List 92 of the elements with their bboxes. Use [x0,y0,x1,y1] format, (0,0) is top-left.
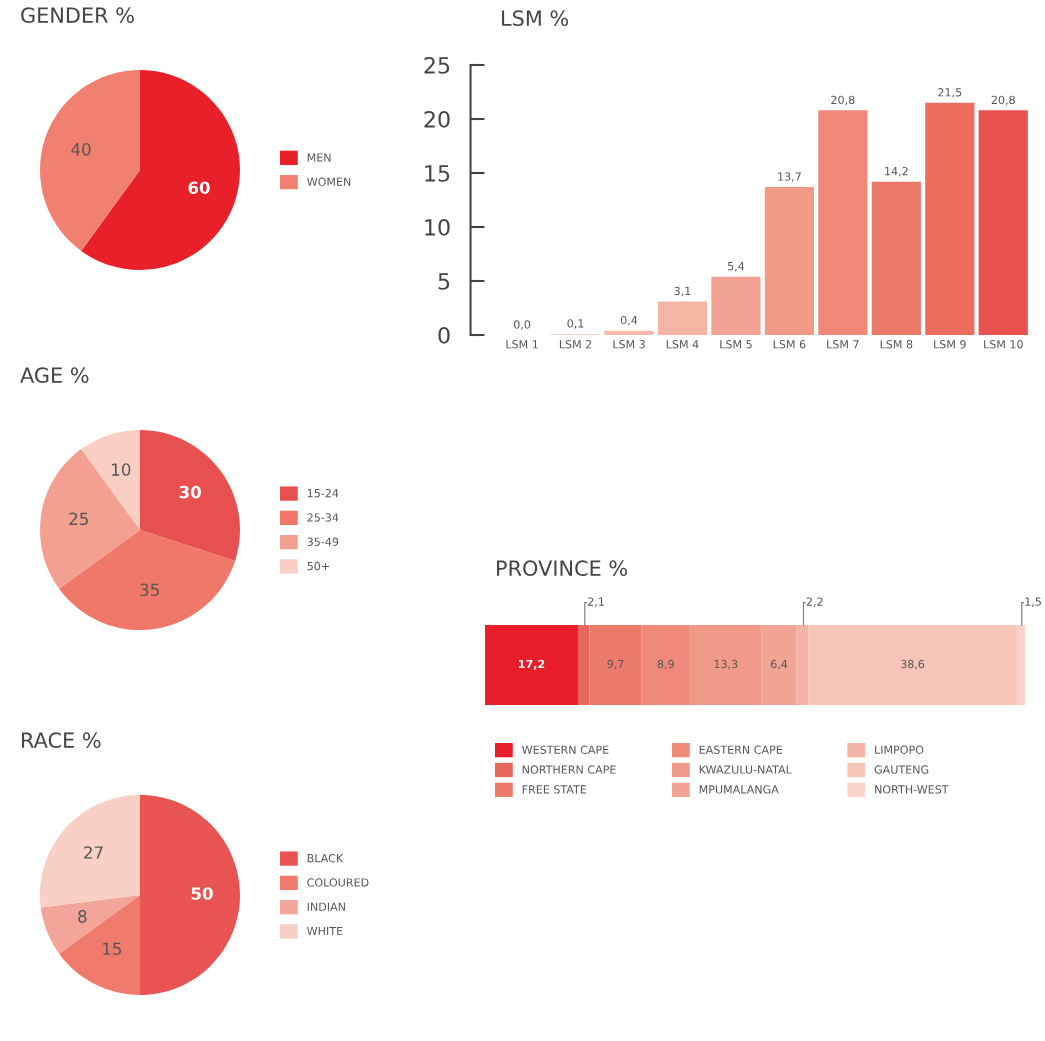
legend-label: WHITE [307,926,343,936]
bar [577,625,590,705]
y-tick-label: 25 [424,56,450,74]
legend-label: NORTHERN CAPE [522,765,616,774]
bar [1016,625,1025,705]
legend-label: INDIAN [307,902,345,911]
legend-label: 35-49 [307,537,339,546]
y-tick-label: 20 [424,110,450,128]
pie-slice [40,70,140,251]
bar [485,625,578,705]
legend-label: GAUTENG [874,765,929,774]
legend-label: 15-24 [307,488,339,498]
data-label: 9,7 [607,659,624,670]
pie-slice [59,530,236,630]
data-label: 2,2 [806,597,823,607]
data-label: 50 [191,887,213,900]
legend-label: FREE STATE [522,785,587,794]
data-label: 0,0 [513,320,531,330]
pie-slice [140,795,240,995]
data-label: 20,8 [991,95,1015,106]
legend-label: 25-34 [307,513,339,522]
data-label: 30 [179,485,201,499]
bar [808,625,1017,705]
legend-label: LIMPOPO [875,745,924,754]
pie-slice [140,430,240,561]
data-label: 35 [140,583,159,597]
x-tick-label: LSM 8 [880,340,913,349]
legend-label: MPUMALANGA [699,785,779,794]
data-label: 5,4 [727,262,745,272]
data-label: 13,3 [714,659,738,670]
x-tick-label: LSM 5 [720,340,752,349]
bar [796,625,809,705]
chart-title: AGE % [20,367,89,384]
data-label: 17,2 [519,659,545,670]
legend-label: COLOURED [307,878,369,887]
bar [589,625,642,705]
data-label: 20,8 [831,95,855,106]
data-label: 38,6 [901,659,925,670]
bar [641,625,690,705]
bar [978,110,1028,335]
data-label: 15 [103,942,121,956]
data-label: 14,2 [885,166,908,177]
bar [764,187,814,335]
data-label: 3,1 [674,286,691,297]
data-label: 0,4 [620,315,638,326]
data-label: 6,4 [771,659,788,670]
legend-label: EASTERN CAPE [699,745,783,754]
chart-title: RACE % [22,732,101,749]
x-tick-label: LSM 7 [827,340,859,349]
data-label: 27 [84,846,103,859]
chart-title: GENDER % [21,7,134,24]
x-tick-label: LSM 4 [666,340,699,349]
data-label: 8,9 [657,659,674,670]
bar [604,330,654,335]
data-label: 10 [112,463,131,476]
legend-label: KWAZULU-NATAL [699,765,792,774]
legend-label: WESTERN CAPE [522,745,609,754]
x-tick-label: LSM 2 [559,340,592,349]
bar [871,181,921,335]
legend-label: MEN [307,153,331,162]
x-tick-label: LSM 3 [613,340,645,349]
legend-label: WOMEN [307,177,351,186]
y-tick-label: 5 [438,273,450,290]
pie-slice [40,895,140,954]
legend-label: NORTH-WEST [875,785,949,794]
legend-label: 50+ [307,561,329,571]
x-tick-label: LSM 9 [934,340,966,349]
pie-slice [40,795,140,908]
data-label: 1,5 [1025,597,1041,607]
bar [925,102,975,335]
data-label: 0,1 [567,319,584,329]
data-label: 40 [71,143,91,156]
pie-slice [59,895,140,995]
x-tick-label: LSM 6 [773,340,806,349]
pie-slice [40,449,140,589]
y-tick-label: 15 [425,165,450,182]
x-tick-label: LSM 10 [984,340,1023,349]
legend-label: BLACK [307,853,344,863]
data-label: 2,1 [588,597,604,607]
data-label: 21,5 [938,88,962,98]
data-label: 8 [78,910,87,923]
chart-title: PROVINCE % [497,560,628,577]
data-label: 60 [188,181,210,194]
y-tick-label: 10 [425,218,450,236]
bar [818,110,868,335]
bar [711,276,761,335]
data-label: 25 [69,512,88,526]
y-tick-label: 0 [438,326,450,344]
bar [657,301,708,335]
chart-title: LSM % [502,10,569,27]
data-label: 13,7 [778,172,801,182]
x-tick-label: LSM 1 [506,340,538,349]
